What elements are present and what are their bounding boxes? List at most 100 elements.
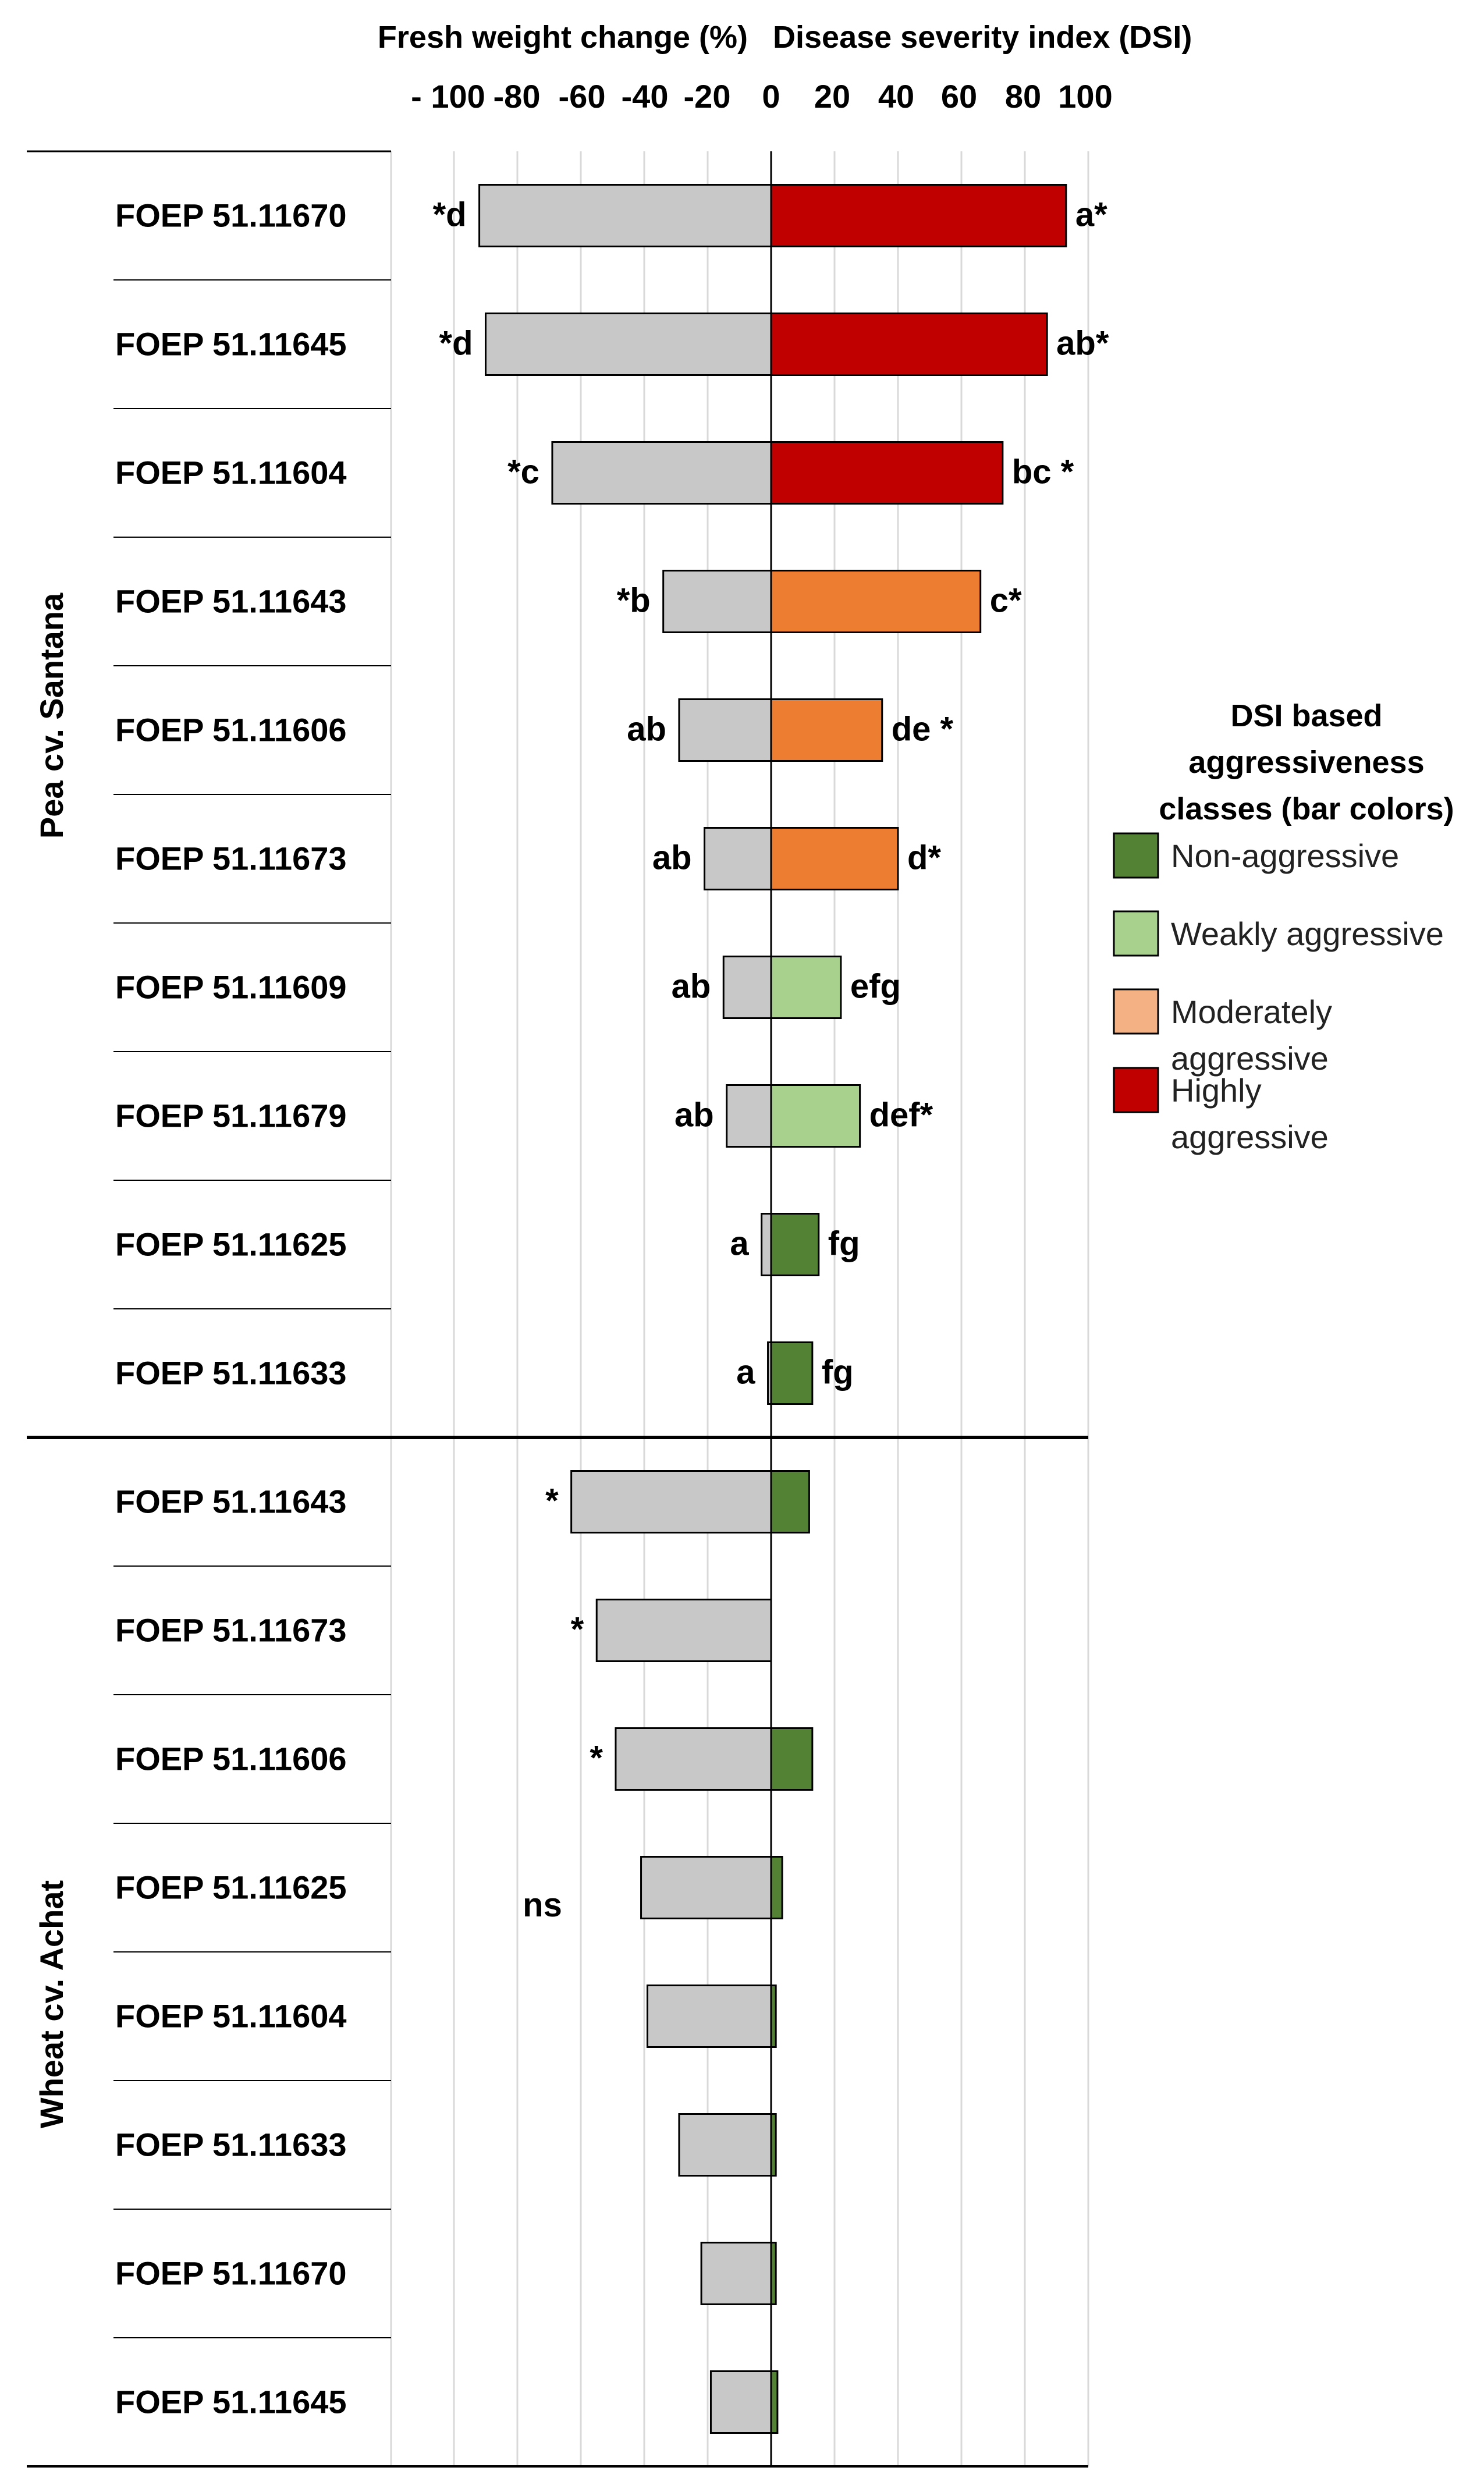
dsi-annotation: a* [1075, 196, 1107, 234]
dsi-annotation: def* [869, 1096, 933, 1134]
row-label: FOEP 51.11673 [115, 1612, 347, 1649]
dsi-annotation: fg [828, 1225, 860, 1263]
row-label: FOEP 51.11604 [115, 1998, 347, 2035]
fresh-weight-bar [485, 313, 772, 376]
legend-swatch [1113, 832, 1159, 879]
legend-label: Highly [1171, 1072, 1262, 1109]
legend-label: Moderately [1171, 993, 1332, 1030]
row-label: FOEP 51.11625 [115, 1869, 347, 1906]
fresh-weight-bar [551, 441, 772, 505]
row-label: FOEP 51.11633 [115, 2127, 347, 2163]
x-tick-label: -80 [494, 78, 541, 115]
dsi-bar [770, 2113, 777, 2177]
fresh-weight-annotation: *b [617, 582, 651, 620]
x-tick-label: 40 [878, 78, 914, 115]
fresh-weight-bar [722, 956, 772, 1019]
x-tick-label: - 100 [411, 78, 485, 115]
legend-title: classes (bar colors) [1159, 791, 1454, 826]
group-labels: Pea cv. Santana Wheat cv. Achat [33, 592, 70, 2128]
row-label: FOEP 51.11643 [115, 583, 347, 620]
fresh-weight-bar [726, 1084, 772, 1148]
chart-frame [27, 150, 1088, 2468]
dsi-bar [770, 1470, 810, 1533]
fresh-weight-bar [678, 698, 772, 762]
row-label: FOEP 51.11673 [115, 840, 347, 877]
x-tick-label: 20 [814, 78, 850, 115]
legend-label: Non-aggressive [1171, 837, 1399, 874]
fresh-weight-bar [662, 570, 772, 633]
fresh-weight-bar [678, 2113, 772, 2177]
fresh-weight-bar [700, 2242, 772, 2305]
fresh-weight-annotation: * [571, 1611, 584, 1649]
fresh-weight-bar [478, 184, 772, 247]
row-label: FOEP 51.11643 [115, 1483, 347, 1520]
fresh-weight-annotation: ab [674, 1096, 714, 1134]
fresh-weight-bar [646, 1985, 772, 2048]
fresh-weight-annotation: *d [439, 325, 473, 363]
dsi-bar [770, 570, 982, 633]
fresh-weight-annotation: ab [627, 711, 666, 748]
x-tick-label: -60 [559, 78, 606, 115]
fresh-weight-annotation: ab [652, 839, 692, 877]
row-label: FOEP 51.11609 [115, 969, 347, 1006]
row-label: FOEP 51.11670 [115, 197, 347, 234]
dsi-annotation: c* [990, 582, 1022, 620]
dsi-bar [770, 441, 1004, 505]
x-tick-label: 0 [762, 78, 780, 115]
legend-title: aggressiveness [1188, 745, 1424, 780]
fresh-weight-annotation: * [590, 1740, 603, 1777]
left-axis-title: Fresh weight change (%) [378, 20, 748, 55]
dsi-bar [770, 1213, 820, 1276]
fresh-weight-bar [570, 1470, 772, 1533]
legend-title: DSI based [1230, 698, 1382, 733]
legend-swatch [1113, 988, 1159, 1035]
legend-label: aggressive [1171, 1119, 1329, 1155]
x-tick-label: -20 [684, 78, 731, 115]
row-label: FOEP 51.11645 [115, 326, 347, 363]
row-label: FOEP 51.11645 [115, 2384, 347, 2420]
dsi-bar [770, 1084, 861, 1148]
right-axis-title: Disease severity index (DSI) [773, 20, 1192, 55]
dsi-bar [770, 1341, 814, 1405]
group-label: Pea cv. Santana [33, 592, 70, 839]
dsi-annotation: de * [892, 711, 954, 748]
row-label: FOEP 51.11633 [115, 1355, 347, 1391]
legend-label: aggressive [1171, 1040, 1329, 1077]
group-label: Wheat cv. Achat [33, 1880, 70, 2128]
dsi-annotation: ab* [1056, 325, 1109, 363]
legend-label: Weakly aggressive [1171, 915, 1444, 952]
fresh-weight-annotation: a [730, 1225, 749, 1263]
dsi-bar [770, 1856, 783, 1919]
dsi-annotation: bc * [1012, 453, 1074, 491]
dsi-annotation: efg [850, 968, 901, 1006]
fresh-weight-annotation: *d [433, 196, 467, 234]
dsi-bar [770, 184, 1067, 247]
row-label: FOEP 51.11679 [115, 1098, 347, 1134]
x-tick-label: 80 [1005, 78, 1041, 115]
row-label: FOEP 51.11606 [115, 712, 347, 748]
row-label: FOEP 51.11625 [115, 1226, 347, 1263]
fresh-weight-bar [640, 1856, 772, 1919]
x-tick-label: 60 [941, 78, 977, 115]
legend-swatch [1113, 910, 1159, 957]
row-label: FOEP 51.11604 [115, 455, 347, 491]
dsi-bar [770, 956, 842, 1019]
fresh-weight-annotation: ab [672, 968, 711, 1006]
axis-titles: Fresh weight change (%) Disease severity… [378, 20, 1192, 55]
fresh-weight-bar [615, 1727, 772, 1791]
fresh-weight-annotation: *c [507, 453, 539, 491]
dsi-bar [770, 1727, 814, 1791]
dsi-bar [770, 2370, 779, 2434]
fresh-weight-bar [761, 1213, 772, 1276]
data-rows: FOEP 51.11670 *d a*FOEP 51.11645 *d ab*FOEP … [115, 184, 1109, 2434]
legend: DSI based aggressiveness classes (bar colo… [1113, 698, 1454, 1155]
dsi-bar [770, 2242, 777, 2305]
legend-swatch [1113, 1067, 1159, 1113]
dsi-bar [770, 313, 1048, 376]
fresh-weight-bar [709, 2370, 772, 2434]
x-tick-labels: - 100 -80 -60 -40 -20 0 20 40 60 80 100 [411, 78, 1113, 115]
dsi-bar [770, 698, 883, 762]
dsi-annotation: fg [822, 1354, 854, 1391]
dsi-annotation: d* [907, 839, 941, 877]
